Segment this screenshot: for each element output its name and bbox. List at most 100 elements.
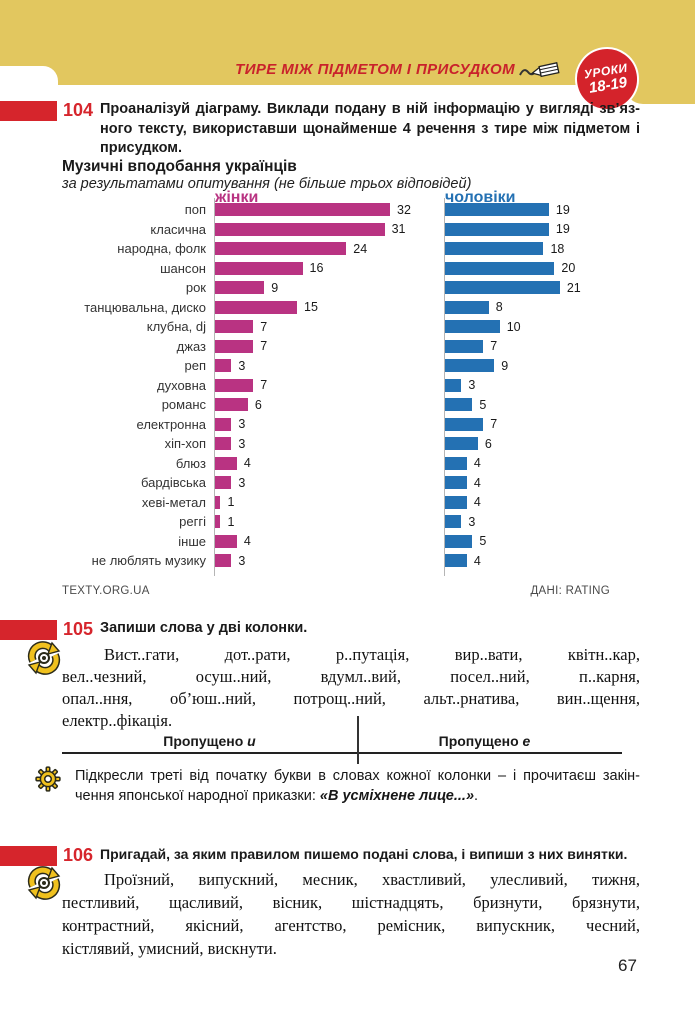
- chart-row: танцювальна, диско 15 8: [0, 298, 695, 318]
- bar-value: 6: [484, 436, 492, 451]
- men-bar: [445, 495, 467, 509]
- women-bar: [215, 495, 221, 509]
- write-exercise-icon: [27, 866, 61, 900]
- men-bar-zone: 20: [445, 259, 695, 279]
- women-bar: [215, 437, 232, 451]
- exercise-105-marker: [0, 620, 57, 640]
- bar-value: 3: [238, 417, 246, 432]
- chart-row: реп 3 9: [0, 356, 695, 376]
- chart-row: духовна 7 3: [0, 376, 695, 396]
- men-bar: [445, 398, 473, 412]
- column-header-e: Пропущено е: [357, 733, 612, 749]
- chart-row: бардівська 3 4: [0, 473, 695, 493]
- category-label: поп: [184, 202, 206, 218]
- words-106-line: кістлявий, умисний, вискнути.: [62, 939, 277, 958]
- bar-value: 5: [479, 397, 487, 412]
- gear-icon: [35, 766, 61, 792]
- men-bar: [445, 359, 495, 373]
- series-label-women: жінки: [215, 189, 259, 206]
- men-bar-zone: 21: [445, 278, 695, 298]
- column-header-vowel: и: [247, 733, 256, 749]
- men-bar: [445, 242, 544, 256]
- exercise-106-number: 106: [63, 845, 94, 865]
- men-bar: [445, 222, 549, 236]
- series-label-men: чоловіки: [445, 189, 516, 206]
- bar-value: 4: [473, 553, 481, 568]
- chart-row: шансон 16 20: [0, 259, 695, 279]
- category-label: народна, фолк: [117, 241, 206, 257]
- bar-value: 3: [468, 514, 476, 529]
- bar-value: 1: [227, 514, 235, 529]
- exercise-106-task: Пригадай, за яким правилом пишемо подані…: [100, 846, 628, 862]
- women-bar: [215, 359, 232, 373]
- women-bar-zone: 7: [215, 317, 445, 337]
- chart-row: клубна, dj 7 10: [0, 317, 695, 337]
- women-bar: [215, 261, 303, 275]
- women-bar-zone: 3: [215, 415, 445, 435]
- women-axis-line: [214, 198, 215, 576]
- page-number: 67: [618, 956, 637, 975]
- bar-value: 6: [254, 397, 262, 412]
- men-bar-zone: 4: [445, 493, 695, 513]
- bar-value: 3: [238, 358, 246, 373]
- column-header-label: Пропущено: [163, 733, 248, 749]
- task-line: Проаналізуй діаграму. Виклади подану в н…: [100, 101, 640, 117]
- category-label: хіп-хоп: [164, 436, 206, 452]
- men-bar-zone: 19: [445, 200, 695, 220]
- task-line: присудком.: [100, 140, 182, 156]
- bar-value: 7: [260, 319, 268, 334]
- women-bar-zone: 6: [215, 395, 445, 415]
- category-label: клубна, dj: [146, 319, 206, 335]
- chart-row: народна, фолк 24 18: [0, 239, 695, 259]
- bar-value: 19: [555, 202, 570, 217]
- men-bar-zone: 18: [445, 239, 695, 259]
- bar-value: 4: [243, 456, 251, 471]
- women-bar-zone: 32: [215, 200, 445, 220]
- bar-value: 3: [238, 436, 246, 451]
- chart-row: хіп-хоп 3 6: [0, 434, 695, 454]
- men-bar: [445, 320, 500, 334]
- men-bar-zone: 8: [445, 298, 695, 318]
- bar-value: 16: [309, 261, 324, 276]
- women-bar-zone: 4: [215, 454, 445, 474]
- men-bar: [445, 281, 560, 295]
- exercise-104-number: 104: [63, 100, 94, 120]
- words-105-line: Вист..гати, дот..рати, р..путація, вир..…: [104, 645, 640, 664]
- bar-value: 1: [227, 495, 235, 510]
- women-bar: [215, 300, 298, 314]
- bar-value: 10: [506, 319, 521, 334]
- bar-value: 4: [473, 475, 481, 490]
- chart-row: поп 32 19: [0, 200, 695, 220]
- category-label: шансон: [160, 260, 206, 276]
- men-bar-zone: 3: [445, 376, 695, 396]
- chart-row: джаз 7 7: [0, 337, 695, 357]
- men-bar: [445, 300, 489, 314]
- chart-row: блюз 4 4: [0, 454, 695, 474]
- chart-row: реггі 1 3: [0, 512, 695, 532]
- hint-text: чення японської народної приказки:: [75, 788, 320, 804]
- men-bar-zone: 10: [445, 317, 695, 337]
- write-exercise-icon: [27, 641, 61, 675]
- men-bar: [445, 417, 484, 431]
- bar-value: 15: [304, 300, 318, 315]
- women-bar: [215, 456, 237, 470]
- chart-row: рок 9 21: [0, 278, 695, 298]
- men-bar-zone: 19: [445, 220, 695, 240]
- men-bar: [445, 554, 467, 568]
- men-bar: [445, 203, 549, 217]
- hint-proverb: «В усміхнене лице...»: [319, 788, 475, 804]
- women-bar: [215, 281, 265, 295]
- bar-value: 24: [353, 241, 368, 256]
- men-bar: [445, 261, 555, 275]
- bar-value: 31: [391, 222, 406, 237]
- men-bar-zone: 4: [445, 473, 695, 493]
- bar-value: 7: [260, 339, 268, 354]
- men-bar-zone: 7: [445, 415, 695, 435]
- women-bar-zone: 7: [215, 376, 445, 396]
- men-bar: [445, 534, 473, 548]
- exercise-104-marker: [0, 101, 57, 121]
- men-bar-zone: 3: [445, 512, 695, 532]
- bar-value: 9: [501, 358, 509, 373]
- chart-subtitle: за результатами опитування (не більше тр…: [62, 176, 472, 192]
- category-label: романс: [161, 397, 206, 413]
